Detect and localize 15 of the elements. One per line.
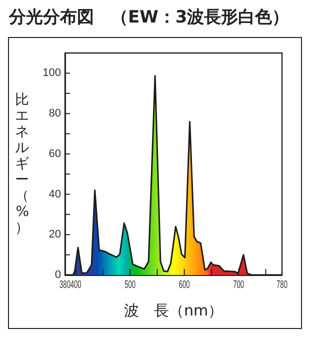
y-tick-label: 0 <box>54 269 61 281</box>
x-tick-label: 700 <box>233 278 244 291</box>
text: 比エネルギー（%） <box>15 92 29 236</box>
y-tick-label: 20 <box>48 228 61 241</box>
x-axis-title: 波 長（nm） <box>124 302 224 320</box>
y-tick-label: 80 <box>48 108 61 120</box>
y-tick-label: 40 <box>48 188 61 200</box>
y-tick-label: 60 <box>48 148 61 160</box>
x-tick-label: 600 <box>178 278 190 291</box>
y-tick-label: 100 <box>42 67 61 80</box>
x-tick-label: 500 <box>124 278 136 291</box>
chart-title: 分光分布図 （EW：3波長形白色） <box>8 8 290 28</box>
x-tick-label: 380 <box>59 278 71 291</box>
x-tick-label: 400 <box>70 278 82 291</box>
x-tick-label: 780 <box>276 278 288 291</box>
